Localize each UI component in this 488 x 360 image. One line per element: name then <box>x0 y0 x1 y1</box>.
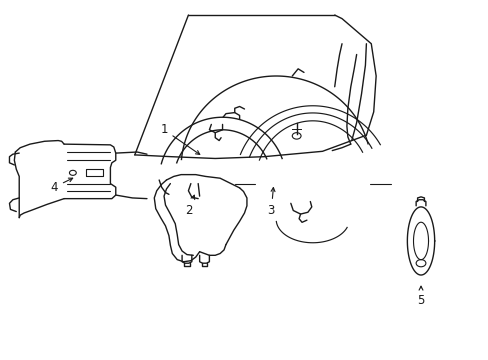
Text: 5: 5 <box>416 286 424 307</box>
Text: 1: 1 <box>160 123 199 154</box>
Text: 4: 4 <box>50 178 73 194</box>
Text: 3: 3 <box>267 188 274 217</box>
Text: 2: 2 <box>184 195 194 217</box>
